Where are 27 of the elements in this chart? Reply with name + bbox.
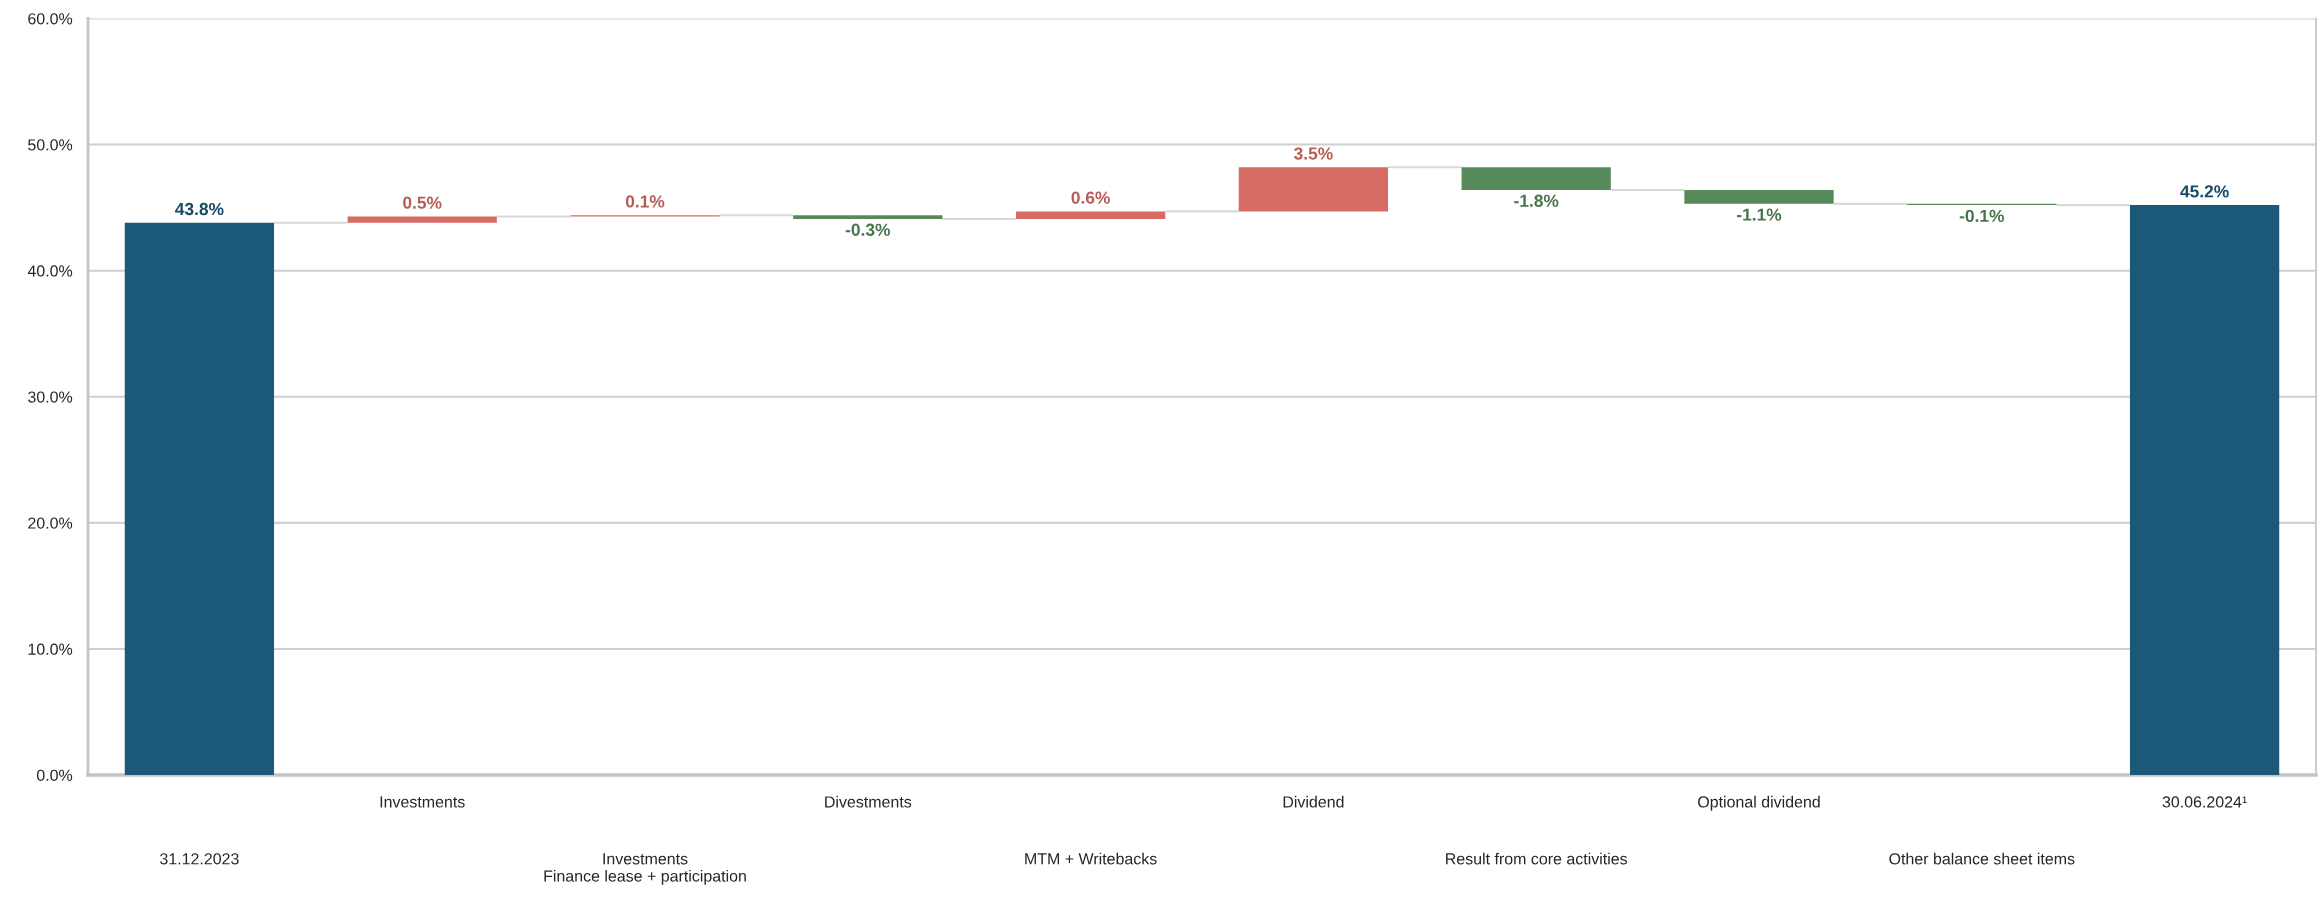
data-label: -1.1%	[1737, 208, 1782, 221]
data-label: -1.8%	[1514, 194, 1559, 207]
y-tick-label: 30.0%	[28, 391, 73, 403]
x-tick-label: Divestments	[825, 795, 912, 808]
data-label: -0.1%	[1959, 209, 2005, 223]
x-tick-label: 30.06.2024¹	[2162, 796, 2247, 808]
data-label: 43.8%	[175, 202, 224, 216]
data-label: -0.3%	[845, 223, 891, 236]
data-label: 0.1%	[625, 195, 665, 208]
y-tick-label: 60.0%	[28, 13, 73, 25]
y-tick-label: 40.0%	[27, 265, 73, 277]
data-label: 3.5%	[1294, 147, 1333, 160]
x-tick-label: Investments Finance lease + participation	[544, 853, 746, 885]
y-tick-label: 50.0%	[28, 139, 73, 151]
x-tick-label: 31.12.2023	[160, 853, 239, 865]
x-tick-label: Investments	[380, 796, 465, 808]
x-tick-label: Result from core activities	[1446, 852, 1628, 865]
y-tick-label: 10.0%	[28, 643, 73, 655]
x-tick-label: Dividend	[1283, 795, 1344, 808]
y-tick-label: 0.0%	[36, 769, 73, 781]
data-label: 45.2%	[2180, 185, 2229, 198]
x-tick-label: Optional dividend	[1698, 795, 1820, 811]
data-label: 0.5%	[403, 196, 442, 209]
data-label: 0.6%	[1071, 191, 1110, 204]
x-tick-label: MTM + Writebacks	[1025, 852, 1157, 865]
x-tick-label: Other balance sheet items	[1889, 852, 2075, 865]
y-tick-label: 20.0%	[28, 517, 73, 529]
